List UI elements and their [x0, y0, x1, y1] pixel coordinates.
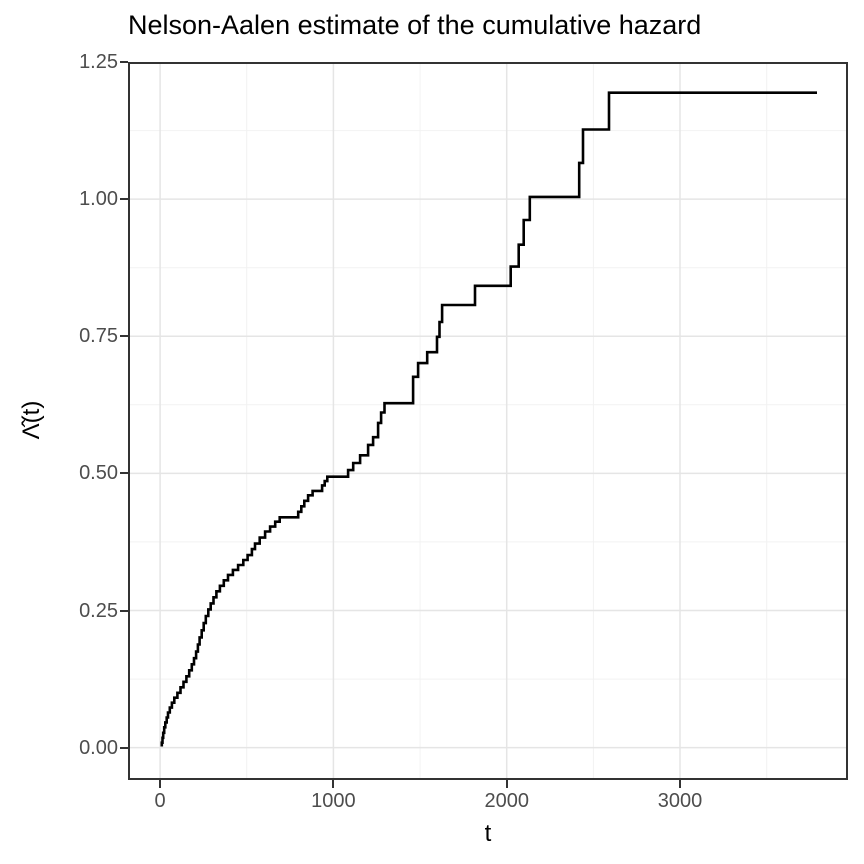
y-axis-title: Λ̂(t) — [18, 400, 45, 440]
x-axis-title: t — [484, 820, 492, 847]
y-tick-label: 0.50 — [79, 462, 118, 485]
panel-background — [128, 62, 848, 780]
y-tick-mark — [120, 198, 128, 201]
plot-title: Nelson-Aalen estimate of the cumulative … — [128, 10, 702, 40]
x-tick-mark — [159, 780, 162, 788]
y-tick-label: 0.25 — [79, 599, 118, 622]
x-tick-label: 2000 — [484, 790, 529, 812]
step-curve — [160, 91, 817, 747]
x-tick-label: 0 — [154, 790, 166, 812]
y-tick-label: 0.75 — [79, 325, 118, 348]
panel-border — [128, 62, 848, 780]
y-tick-mark — [120, 61, 128, 63]
x-tick-mark — [679, 780, 682, 788]
y-tick-label: 1.25 — [79, 51, 118, 73]
y-tick-mark — [120, 746, 128, 749]
y-tick-label: 1.00 — [79, 188, 118, 211]
y-tick-label: 0.00 — [79, 736, 118, 759]
x-tick-mark — [505, 780, 508, 788]
y-tick-mark — [120, 472, 128, 475]
chart-panel-svg — [128, 61, 848, 780]
y-tick-mark — [120, 609, 128, 612]
chart-panel — [128, 61, 848, 780]
x-tick-label: 3000 — [657, 790, 703, 812]
x-tick-mark — [332, 780, 335, 788]
x-tick-label: 1000 — [311, 790, 356, 812]
y-tick-mark — [120, 335, 128, 338]
